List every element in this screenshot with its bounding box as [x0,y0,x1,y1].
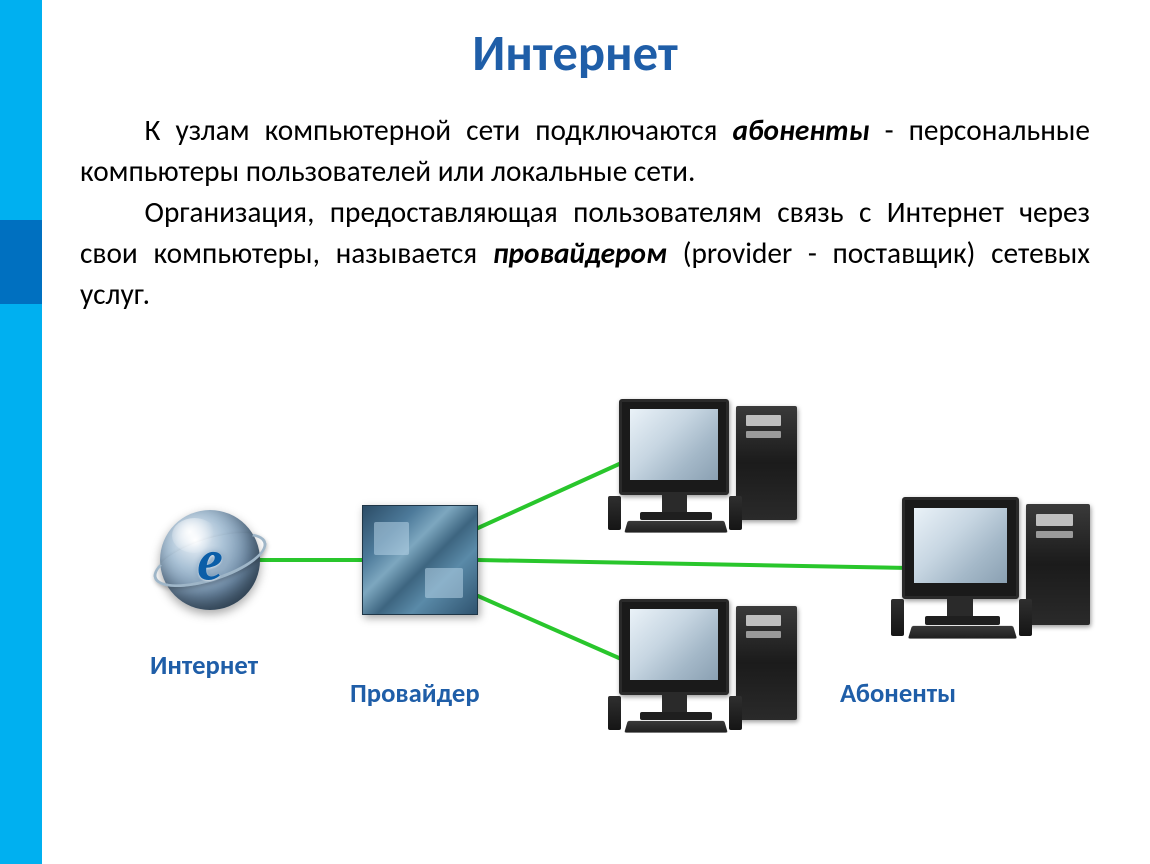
subscriber-pc-2 [619,599,797,733]
internet-globe-icon: e [160,510,260,610]
p2-bold: провайдером [493,235,667,271]
label-subscribers: Абоненты [840,678,956,710]
paragraph-1: К узлам компьютерной сети подключаются а… [80,110,1090,192]
label-provider: Провайдер [350,678,480,710]
network-diagram: e Интернет Провайдер Абоненты [80,400,1100,760]
p1-bold: абоненты [732,112,869,148]
subscriber-pc-1 [619,399,797,533]
sidebar-bar-3 [0,304,42,864]
provider-rack-icon [362,505,478,615]
globe-e-letter: e [197,527,223,594]
p1-pre: К узлам компьютерной сети подключаются [145,112,733,148]
paragraph-2: Организация, предоставляющая пользовател… [80,192,1090,315]
body-text: К узлам компьютерной сети подключаются а… [80,110,1090,315]
sidebar-bar-2 [0,220,42,304]
page-title: Интернет [0,22,1150,84]
subscriber-pc-3 [902,497,1090,639]
label-internet: Интернет [150,650,258,682]
